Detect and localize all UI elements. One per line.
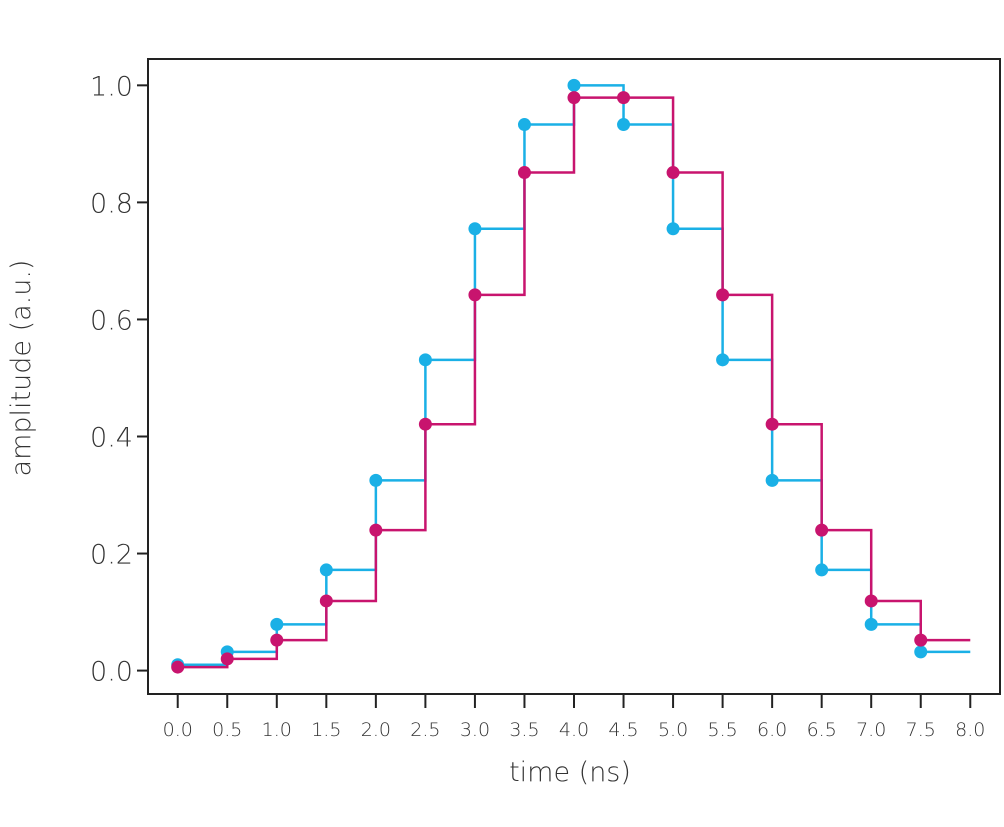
- x-tick-label: 1.5: [311, 719, 341, 741]
- data-point: [517, 118, 531, 132]
- x-tick-label: 3.5: [509, 719, 539, 741]
- data-point: [270, 633, 284, 647]
- y-tick-label: 0.2: [90, 540, 133, 571]
- data-point: [369, 523, 383, 537]
- data-point: [617, 91, 631, 105]
- y-tick-label: 0.0: [90, 657, 133, 688]
- data-point: [418, 417, 432, 431]
- data-point: [716, 353, 730, 367]
- x-axis-label: time (ns): [509, 757, 631, 788]
- x-tick-label: 0.5: [212, 719, 242, 741]
- y-tick-label: 0.8: [90, 188, 133, 219]
- x-tick-label: 3.0: [460, 719, 490, 741]
- y-axis-ticks: 0.0 0.2 0.4 0.6 0.8 1.0: [90, 71, 148, 688]
- x-tick-label: 6.5: [807, 719, 837, 741]
- x-axis-ticks: 0.0 0.5 1.0 1.5 2.0 2.5 3.0 3.5 4.0 4.5 5.0 5.5 6.0 6…: [163, 694, 985, 741]
- y-axis-label: amplitude (a.u.): [6, 260, 37, 477]
- x-tick-label: 0.0: [163, 719, 193, 741]
- x-tick-label: 7.5: [906, 719, 936, 741]
- y-tick-label: 0.6: [90, 305, 133, 336]
- data-point: [617, 118, 631, 132]
- data-point: [369, 473, 383, 487]
- series-1: [171, 78, 971, 672]
- data-point: [220, 652, 234, 666]
- series-2: [171, 91, 971, 674]
- x-tick-label: 1.0: [262, 719, 292, 741]
- x-tick-label: 4.5: [608, 719, 638, 741]
- data-point: [319, 594, 333, 608]
- y-tick-label: 0.4: [90, 422, 133, 453]
- x-tick-label: 8.0: [955, 719, 985, 741]
- data-point: [815, 563, 829, 577]
- data-point: [666, 166, 680, 180]
- data-point: [171, 660, 185, 674]
- data-point: [815, 523, 829, 537]
- x-tick-label: 2.5: [410, 719, 440, 741]
- data-point: [914, 633, 928, 647]
- data-point: [468, 288, 482, 302]
- data-point: [666, 222, 680, 236]
- data-point: [567, 91, 581, 105]
- x-tick-label: 4.0: [559, 719, 589, 741]
- data-point: [517, 166, 531, 180]
- data-point: [567, 78, 581, 92]
- y-tick-label: 1.0: [90, 71, 133, 102]
- series-layer: [171, 78, 971, 674]
- x-tick-label: 2.0: [361, 719, 391, 741]
- data-point: [864, 594, 878, 608]
- data-point: [418, 353, 432, 367]
- x-tick-label: 6.0: [757, 719, 787, 741]
- data-point: [716, 288, 730, 302]
- data-point: [864, 617, 878, 631]
- data-point: [468, 222, 482, 236]
- data-point: [765, 473, 779, 487]
- series-line: [177, 96, 971, 669]
- x-tick-label: 5.0: [658, 719, 688, 741]
- data-point: [914, 645, 928, 659]
- x-tick-label: 7.0: [856, 719, 886, 741]
- x-tick-label: 5.5: [707, 719, 737, 741]
- data-point: [765, 417, 779, 431]
- data-point: [270, 617, 284, 631]
- data-point: [319, 563, 333, 577]
